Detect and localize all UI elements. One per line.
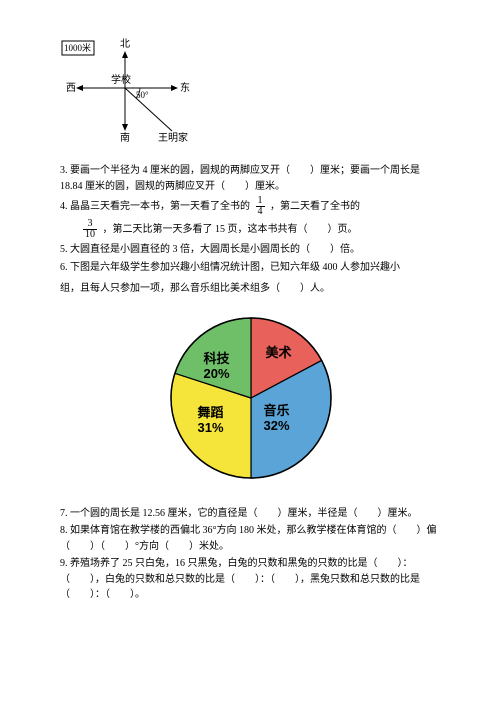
pie-slice-label: 科技20% (204, 351, 230, 382)
pie-chart: 美术音乐32% 舞蹈31% 科技20% (164, 311, 339, 486)
west-text: 西 (66, 83, 76, 94)
pie-slice-label: 舞蹈31% (198, 405, 224, 436)
page: 1000米 北 南 东 西 学校 50° 王明家 3. 要画一个半径为 4 厘米… (0, 0, 500, 707)
fraction-3-10: 3 10 (83, 219, 97, 240)
content-area: 1000米 北 南 东 西 学校 50° 王明家 3. 要画一个半径为 4 厘米… (60, 33, 442, 605)
pie-slice-label: 美术 (266, 345, 292, 361)
pie-slice-label: 音乐32% (264, 403, 290, 434)
q4-part-b: ，第二天看了全书的 (270, 201, 360, 212)
north-text: 北 (120, 38, 130, 50)
q4-part-c: ，第二天比第一天多看了 15 页，这本书共有（ ）页。 (103, 224, 358, 235)
pie-svg (164, 311, 339, 486)
compass-svg: 1000米 北 南 东 西 学校 50° 王明家 (60, 33, 200, 153)
question-6a: 6. 下图是六年级学生参加兴趣小组情况统计图，已知六年级 400 人参加兴趣小 (60, 260, 442, 276)
question-4: 4. 晶晶三天看完一本书，第一天看了全书的 1 4 ，第二天看了全书的 (60, 196, 442, 217)
fraction-1-4: 1 4 (256, 196, 265, 217)
question-8: 8. 如果体育馆在教学楼的西偏北 36°方向 180 米处，那么教学楼在体育馆的… (60, 523, 442, 554)
pie-chart-wrap: 美术音乐32% 舞蹈31% 科技20% (60, 311, 442, 486)
angle-text: 50° (136, 90, 149, 100)
compass-diagram: 1000米 北 南 东 西 学校 50° 王明家 (60, 33, 200, 153)
question-7: 7. 一个圆的周长是 12.56 厘米，它的直径是（ ）厘米，半径是（ ）厘米。 (60, 506, 442, 522)
target-text: 王明家 (158, 131, 188, 144)
q4-part-a: 4. 晶晶三天看完一本书，第一天看了全书的 (60, 201, 250, 212)
scale-text: 1000米 (64, 42, 91, 53)
question-3: 3. 要画一个半径为 4 厘米的圆，圆规的两脚应叉开（ ）厘米；要画一个周长是 … (60, 163, 442, 194)
question-4-line2: 3 10 ，第二天比第一天多看了 15 页，这本书共有（ ）页。 (80, 219, 442, 240)
question-9: 9. 养殖场养了 25 只白兔，16 只黑兔，白兔的只数和黑兔的只数的比是（ ）… (60, 556, 442, 603)
question-5: 5. 大圆直径是小圆直径的 3 倍，大圆周长是小圆周长的（ ）倍。 (60, 242, 442, 258)
center-text: 学校 (111, 73, 131, 86)
east-text: 东 (180, 81, 190, 94)
question-6b: 组，且每人只参加一项，那么音乐组比美术组多（ ）人。 (60, 281, 442, 297)
south-text: 南 (120, 131, 130, 144)
